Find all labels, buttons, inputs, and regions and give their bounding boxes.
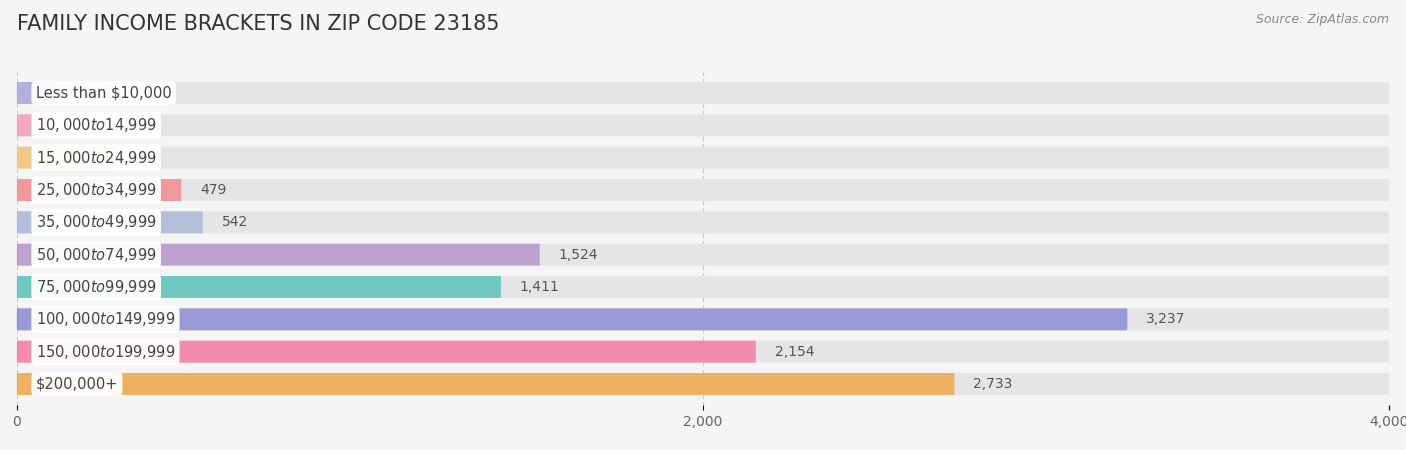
FancyBboxPatch shape [17, 243, 540, 266]
FancyBboxPatch shape [17, 114, 1389, 136]
Text: 2,154: 2,154 [775, 345, 814, 359]
FancyBboxPatch shape [17, 212, 202, 234]
Text: $200,000+: $200,000+ [35, 377, 118, 392]
FancyBboxPatch shape [17, 308, 1389, 330]
Text: 1,411: 1,411 [520, 280, 560, 294]
FancyBboxPatch shape [17, 114, 56, 136]
FancyBboxPatch shape [17, 147, 117, 169]
Text: $50,000 to $74,999: $50,000 to $74,999 [35, 246, 156, 264]
Text: $100,000 to $149,999: $100,000 to $149,999 [35, 310, 176, 328]
FancyBboxPatch shape [17, 179, 181, 201]
Text: $75,000 to $99,999: $75,000 to $99,999 [35, 278, 156, 296]
Text: 2,733: 2,733 [973, 377, 1012, 391]
FancyBboxPatch shape [17, 373, 1389, 395]
Text: 479: 479 [200, 183, 226, 197]
FancyBboxPatch shape [17, 276, 501, 298]
Text: Less than $10,000: Less than $10,000 [35, 86, 172, 100]
Text: FAMILY INCOME BRACKETS IN ZIP CODE 23185: FAMILY INCOME BRACKETS IN ZIP CODE 23185 [17, 14, 499, 33]
FancyBboxPatch shape [17, 308, 1128, 330]
FancyBboxPatch shape [17, 373, 955, 395]
Text: $35,000 to $49,999: $35,000 to $49,999 [35, 213, 156, 231]
Text: 113: 113 [75, 118, 101, 132]
FancyBboxPatch shape [17, 276, 1389, 298]
FancyBboxPatch shape [17, 82, 1389, 104]
Text: $150,000 to $199,999: $150,000 to $199,999 [35, 342, 176, 360]
Text: $10,000 to $14,999: $10,000 to $14,999 [35, 117, 156, 135]
Text: 1,524: 1,524 [558, 248, 598, 261]
Text: $15,000 to $24,999: $15,000 to $24,999 [35, 148, 156, 166]
Text: 290: 290 [135, 151, 162, 165]
Text: $25,000 to $34,999: $25,000 to $34,999 [35, 181, 156, 199]
FancyBboxPatch shape [17, 147, 1389, 169]
FancyBboxPatch shape [17, 179, 1389, 201]
FancyBboxPatch shape [17, 341, 756, 363]
Text: 542: 542 [222, 216, 247, 230]
Text: 3,237: 3,237 [1146, 312, 1185, 326]
FancyBboxPatch shape [17, 82, 56, 104]
Text: 113: 113 [75, 86, 101, 100]
FancyBboxPatch shape [17, 212, 1389, 234]
Text: Source: ZipAtlas.com: Source: ZipAtlas.com [1256, 14, 1389, 27]
FancyBboxPatch shape [17, 341, 1389, 363]
FancyBboxPatch shape [17, 243, 1389, 266]
